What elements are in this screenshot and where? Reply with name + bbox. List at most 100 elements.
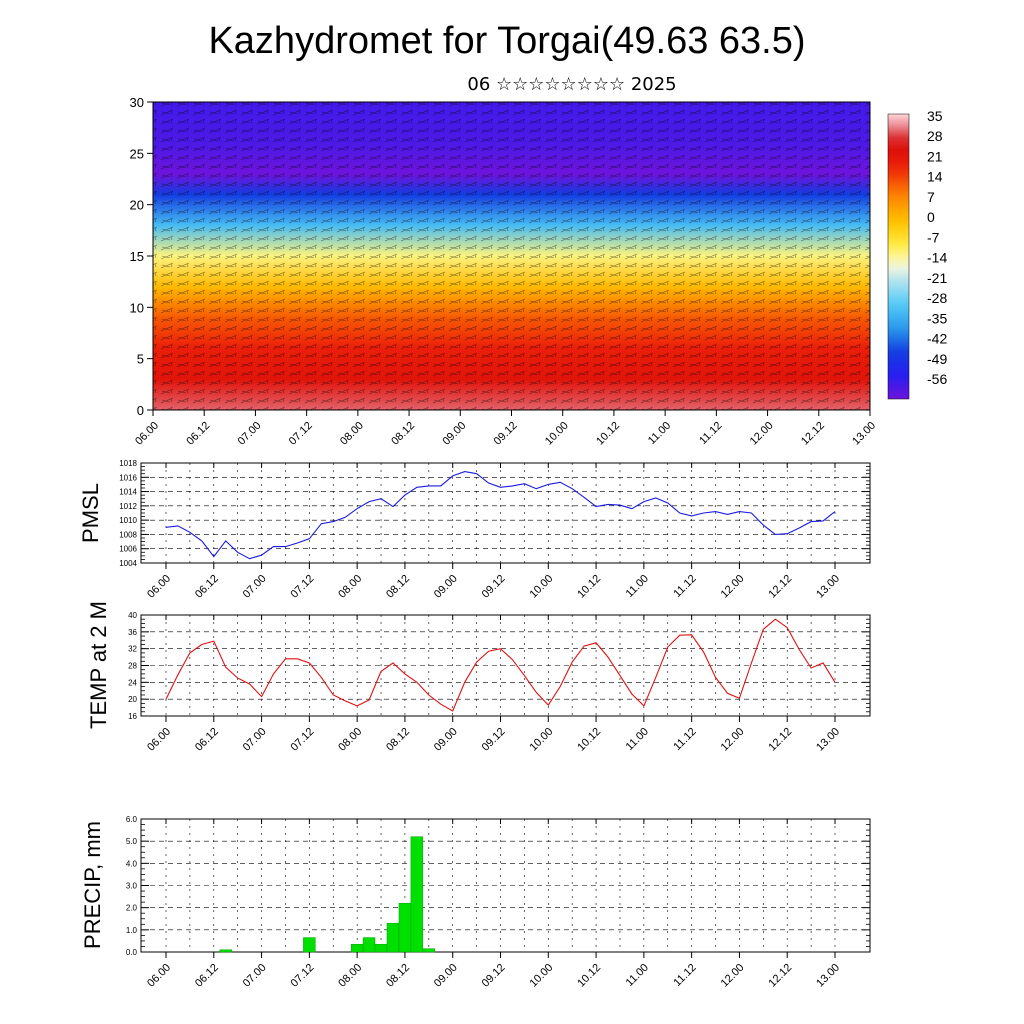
cs-ytick-label: 5 [137, 352, 144, 367]
cs-xtick-label: 10.12 [594, 420, 622, 448]
cs-xtick-label: 12.12 [799, 420, 827, 448]
cs-ytick-label: 10 [130, 300, 144, 315]
wind-barbs-layer [153, 102, 870, 410]
xtick-label: 06.00 [145, 726, 173, 754]
cs-xtick-label: 08.12 [389, 420, 417, 448]
colorbar-label: 28 [927, 128, 943, 144]
xtick-label: 11.00 [624, 573, 651, 600]
xtick-label: 09.12 [480, 962, 508, 990]
temp-panel: 16 20 24 28 32 36 40 06.00 06.12 07.00 07.12 08.00 0… [86, 601, 871, 754]
ytick-label: 1018 [119, 459, 137, 468]
xtick-label: 12.12 [766, 962, 794, 990]
xtick-label: 13.00 [814, 962, 842, 990]
colorbar-label: 35 [927, 108, 943, 124]
xtick-label: 13.00 [814, 726, 842, 754]
ytick-label: 28 [128, 662, 137, 671]
precip-bar [374, 943, 388, 953]
cs-ytick-label: 30 [130, 95, 144, 110]
xtick-label: 09.00 [432, 573, 460, 601]
colorbar-label: -14 [927, 250, 947, 266]
cs-xtick-label: 09.12 [492, 420, 520, 448]
precip-panel: 0.0 1.0 2.0 3.0 4.0 5.0 6.0 06.00 06.12 07.00 07.1… [80, 815, 871, 990]
precip-axis-label: PRECIP, mm [80, 821, 105, 949]
colorbar-scale [887, 113, 910, 400]
xtick-label: 06.00 [145, 573, 173, 601]
xtick-label: 09.12 [480, 573, 508, 601]
precip-bar [350, 943, 364, 953]
pmsl-axis-label: PMSL [78, 483, 103, 543]
xtick-label: 11.12 [671, 726, 698, 753]
cs-ytick-label: 0 [137, 403, 144, 418]
xtick-label: 12.00 [719, 573, 747, 601]
xtick-label: 09.00 [432, 962, 460, 990]
xtick-label: 07.00 [241, 573, 269, 601]
colorbar-label: 21 [927, 148, 943, 164]
cs-xtick-label: 12.00 [748, 420, 776, 448]
ytick-label: 2.0 [126, 904, 138, 913]
precip-bar [386, 922, 400, 953]
temp-axis-label: TEMP at 2 M [86, 601, 111, 729]
ytick-label: 1016 [119, 473, 137, 482]
chart-title: Kazhydromet for Torgai(49.63 63.5) [208, 20, 805, 62]
xtick-label: 11.12 [671, 962, 698, 989]
ytick-label: 4.0 [126, 859, 138, 868]
xtick-label: 12.12 [766, 573, 794, 601]
colorbar-label: -42 [927, 331, 947, 347]
ytick-label: 1006 [119, 545, 137, 554]
cs-xtick-label: 09.00 [440, 420, 468, 448]
ytick-label: 3.0 [126, 882, 138, 891]
xtick-label: 06.12 [193, 573, 221, 601]
ytick-label: 1008 [119, 530, 137, 539]
xtick-label: 08.12 [384, 726, 412, 754]
cs-xtick-label: 11.12 [697, 420, 724, 447]
colorbar-label: -21 [927, 270, 947, 286]
xtick-label: 08.12 [384, 962, 412, 990]
ytick-label: 36 [128, 628, 137, 637]
cs-xtick-label: 13.00 [850, 420, 878, 448]
cs-xtick-label: 07.12 [287, 420, 315, 448]
precip-bar [398, 902, 412, 953]
pmsl-series-line [165, 471, 836, 560]
cs-xtick-label: 11.00 [646, 420, 673, 447]
ytick-label: 1004 [119, 559, 137, 568]
precip-bar [410, 836, 424, 953]
colorbar: 35 28 21 14 7 0 -7 -14 -21 -28 -35 -42 -49 -56 [887, 108, 947, 400]
xtick-label: 08.12 [384, 573, 412, 601]
xtick-label: 12.00 [719, 962, 747, 990]
ytick-label: 6.0 [126, 815, 138, 824]
cs-xtick-label: 08.00 [338, 420, 366, 448]
xtick-label: 07.12 [289, 726, 317, 754]
ytick-label: 0.0 [126, 948, 138, 957]
ytick-label: 1.0 [126, 926, 138, 935]
xtick-label: 10.12 [575, 726, 603, 754]
xtick-label: 06.12 [193, 962, 221, 990]
pmsl-frame [140, 462, 871, 564]
precip-bar [362, 937, 376, 953]
chart-subtitle: 06 ☆☆☆☆☆☆☆☆ 2025 [467, 74, 676, 95]
cs-xtick-label: 07.00 [236, 420, 264, 448]
temp-series-line [165, 618, 836, 712]
ytick-label: 32 [128, 645, 137, 654]
xtick-label: 10.00 [527, 962, 555, 990]
xtick-label: 10.00 [527, 573, 555, 601]
cs-ytick-label: 25 [130, 146, 144, 161]
colorbar-label: -56 [927, 371, 947, 387]
xtick-label: 10.00 [527, 726, 555, 754]
ytick-label: 1012 [119, 502, 137, 511]
cs-xtick-label: 06.12 [184, 420, 212, 448]
precip-bar [219, 949, 232, 953]
cs-xtick-label: 06.00 [133, 420, 161, 448]
cs-xtick-label: 10.00 [543, 420, 571, 448]
xtick-label: 07.12 [289, 962, 317, 990]
xtick-label: 11.12 [671, 573, 698, 600]
ytick-label: 24 [128, 678, 137, 687]
xtick-label: 13.00 [814, 573, 842, 601]
cs-ytick-label: 20 [130, 198, 144, 213]
cs-ytick-label: 15 [130, 249, 144, 264]
xtick-label: 10.12 [575, 573, 603, 601]
colorbar-label: 0 [927, 209, 935, 225]
xtick-label: 06.00 [145, 962, 173, 990]
xtick-label: 11.00 [624, 726, 651, 753]
colorbar-label: -28 [927, 290, 947, 306]
